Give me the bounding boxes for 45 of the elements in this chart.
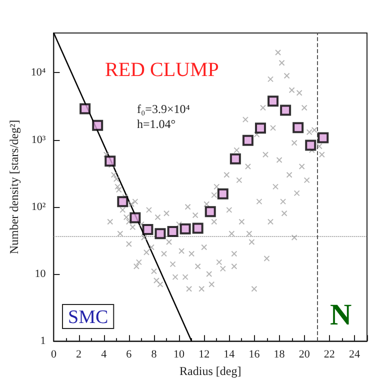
point: [292, 122, 304, 134]
point: [130, 212, 141, 224]
point: [318, 132, 329, 144]
y-tick-label: 10: [34, 268, 46, 280]
point: [92, 120, 104, 131]
x-tick-label: 12: [198, 348, 210, 361]
x-tick-label: 2: [76, 348, 82, 361]
annotation: h=1.04°: [137, 117, 176, 131]
annotation: SMC: [68, 307, 108, 328]
annotation: f₀=3.9×10⁴: [137, 102, 190, 116]
x-tick-label: 24: [348, 348, 360, 361]
x-tick-label: 18: [274, 348, 286, 361]
y-axis-title: Number density [stars/deg²]: [7, 120, 21, 254]
point: [167, 226, 178, 237]
x-tick-label: 4: [101, 348, 108, 361]
point: [254, 122, 266, 134]
point: [117, 196, 128, 208]
annotation: N: [330, 298, 352, 332]
y-tick-label: 10³: [31, 134, 46, 146]
x-tick-label: 22: [324, 348, 335, 361]
point: [154, 228, 166, 240]
point: [230, 153, 241, 164]
point: [204, 206, 216, 218]
point: [305, 140, 316, 151]
point: [268, 96, 279, 107]
x-tick-label: 20: [298, 348, 310, 361]
x-tick-label: 6: [126, 348, 132, 361]
point: [80, 103, 91, 114]
x-tick-label: 10: [174, 348, 186, 361]
x-axis-title: Radius [deg]: [180, 364, 242, 378]
y-tick-label: 10⁴: [30, 66, 46, 79]
y-tick-label: 10²: [31, 200, 46, 213]
point: [192, 222, 204, 234]
point: [242, 134, 254, 146]
x-tick-label: 14: [224, 348, 236, 361]
point: [104, 156, 116, 167]
annotation: RED CLUMP: [105, 59, 219, 81]
y-tick-label: 1: [40, 335, 46, 348]
point: [142, 224, 154, 236]
x-tick-label: 0: [50, 348, 57, 361]
point: [217, 188, 228, 200]
x-tick-label: 16: [248, 348, 260, 361]
point: [280, 104, 292, 116]
point: [180, 223, 191, 234]
x-tick-label: 8: [151, 348, 158, 361]
